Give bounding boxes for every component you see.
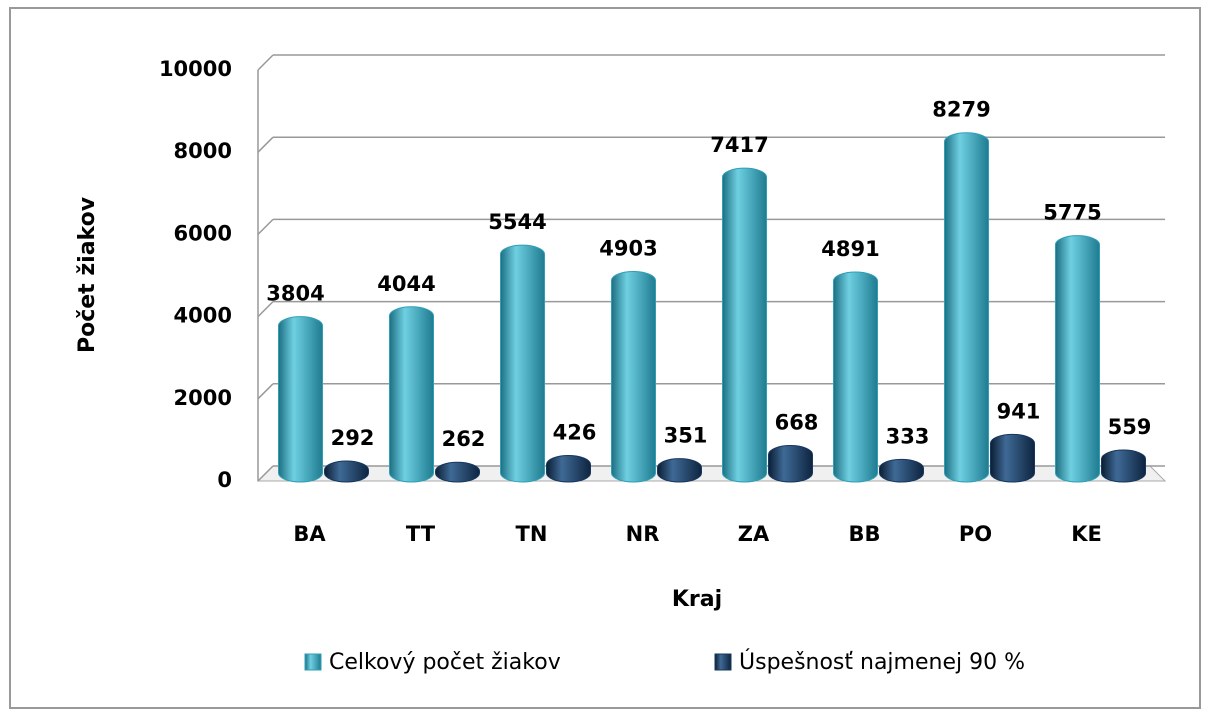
bar (657, 458, 702, 483)
data-label: 5775 (1043, 201, 1101, 225)
x-tick-label: ZA (738, 522, 770, 546)
bar (944, 132, 989, 483)
y-tick-label: 4000 (174, 304, 232, 328)
data-label: 7417 (710, 133, 768, 157)
data-label: 559 (1108, 415, 1152, 439)
data-label: 8279 (932, 98, 990, 122)
data-label: 3804 (266, 282, 324, 306)
legend-swatch (714, 653, 732, 671)
legend-swatch (304, 653, 322, 671)
bar (324, 460, 369, 483)
x-tick-label: TN (516, 522, 548, 546)
bar (990, 433, 1035, 483)
x-tick-label: TT (406, 522, 436, 546)
grid-line (257, 136, 274, 153)
grid-line (257, 54, 274, 71)
data-label: 426 (553, 420, 597, 444)
grid-line (257, 383, 274, 400)
x-tick-label: BA (293, 522, 326, 546)
grid-line (257, 301, 274, 318)
legend-label: Celkový počet žiakov (329, 650, 561, 675)
data-label: 292 (331, 426, 375, 450)
data-label: 333 (886, 424, 930, 448)
y-tick-label: 10000 (159, 57, 232, 81)
data-label: 5544 (488, 210, 546, 234)
y-tick-label: 8000 (174, 139, 232, 163)
bar (768, 445, 813, 483)
bar (546, 454, 591, 483)
data-label: 668 (775, 411, 819, 435)
data-label: 4903 (599, 236, 657, 260)
x-tick-label: PO (959, 522, 992, 546)
bar (1101, 449, 1146, 483)
x-tick-label: BB (848, 522, 880, 546)
bar (722, 167, 767, 483)
x-tick-label: KE (1071, 522, 1102, 546)
bar (1055, 235, 1100, 483)
data-label: 4891 (821, 237, 879, 261)
bar (500, 244, 545, 483)
y-tick-label: 2000 (174, 386, 232, 410)
grid-line (257, 465, 274, 482)
data-label: 351 (664, 424, 708, 448)
bar (389, 306, 434, 483)
data-label: 941 (997, 399, 1041, 423)
bar (879, 458, 924, 483)
bar (435, 461, 480, 483)
legend-label: Úspešnosť najmenej 90 % (739, 649, 1025, 675)
y-axis-title: Počet žiakov (75, 196, 100, 353)
x-axis-title: Kraj (672, 587, 722, 612)
y-tick-label: 6000 (174, 221, 232, 245)
bar (278, 316, 323, 483)
y-tick-label: 0 (217, 468, 232, 492)
grid-line (257, 218, 274, 235)
data-label: 4044 (377, 272, 435, 296)
x-tick-label: NR (626, 522, 660, 546)
bar (611, 270, 656, 483)
bar (833, 271, 878, 483)
data-label: 262 (442, 427, 486, 451)
chart-frame (9, 7, 1201, 709)
